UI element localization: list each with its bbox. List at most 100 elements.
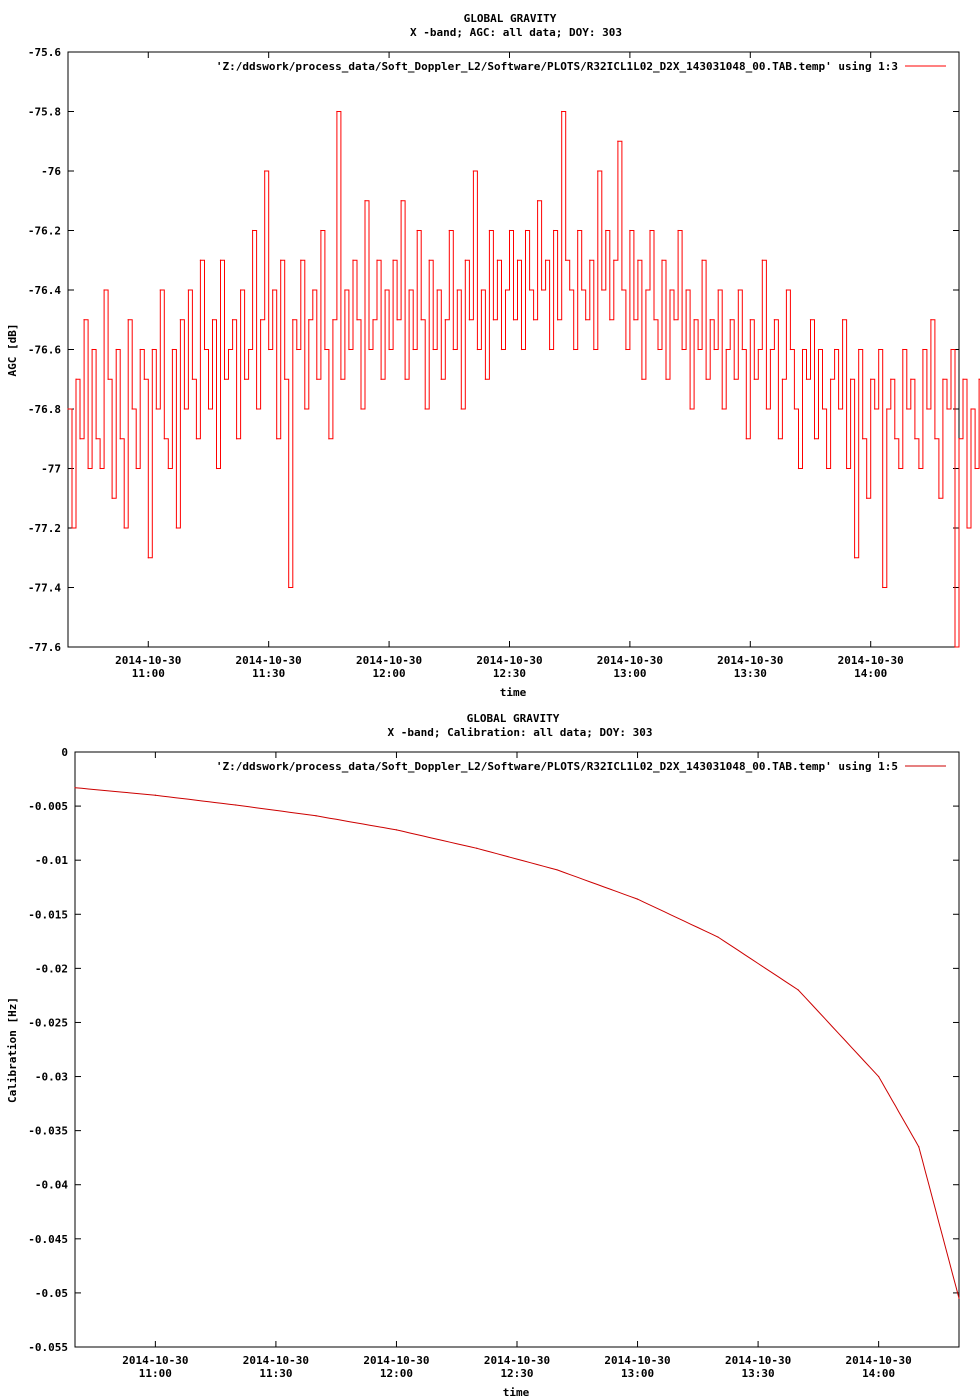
data-point [958,438,960,440]
y-tick-label: -0.025 [28,1016,68,1029]
data-point [902,348,904,351]
data-point [248,348,250,351]
data-point [717,936,719,938]
data-point [785,289,788,291]
data-point [336,110,338,113]
data-point [368,348,370,351]
data-point [135,467,137,470]
data-point [725,348,727,351]
data-point [605,229,607,232]
data-point [637,259,639,261]
data-point [858,348,860,351]
data-point [151,348,153,351]
data-point [235,804,237,806]
data-point [380,378,382,380]
data-point [669,289,671,291]
data-point [187,289,190,291]
data-point [585,319,587,321]
data-point [304,408,306,410]
data-point [440,378,442,380]
data-point [532,319,535,321]
data-point [898,467,900,470]
data-point [938,497,940,499]
data-point [195,438,198,440]
data-point [344,289,346,291]
data-point [74,787,76,789]
y-tick-label: -0.02 [35,962,68,975]
data-point [191,378,194,380]
data-point [227,348,230,351]
data-point [520,348,523,351]
agc-chart-title: GLOBAL GRAVITY [464,12,557,25]
y-tick-label: -0.03 [35,1071,68,1084]
data-point [617,140,619,142]
data-point [231,319,234,321]
data-point [488,229,491,232]
x-tick-label-date: 2014-10-30 [484,1354,550,1367]
data-point [300,259,302,261]
x-tick-label-date: 2014-10-30 [122,1354,188,1367]
data-point [320,229,322,232]
data-point [569,289,571,291]
data-point [613,259,615,261]
data-point [468,319,470,321]
data-point [765,408,767,410]
data-point [143,378,145,380]
agc-legend-label: 'Z:/ddswork/process_data/Soft_Doppler_L2… [216,60,898,73]
data-point [918,467,920,470]
x-tick-label-time: 14:00 [862,1367,895,1380]
data-point [629,229,631,232]
data-point [906,408,908,410]
data-point [472,170,474,172]
data-point [962,378,964,380]
data-point [163,438,165,440]
x-tick-label-time: 13:00 [621,1367,654,1380]
data-point [91,348,93,351]
data-point [809,319,812,321]
data-point [958,1297,960,1299]
data-point [79,438,81,440]
y-tick-label: -0.01 [35,854,68,867]
data-point [653,319,655,321]
data-point [597,170,599,172]
data-point [757,348,759,351]
data-point [328,438,330,440]
calibration-chart: GLOBAL GRAVITY X -band; Calibration: all… [6,712,960,1399]
x-tick-label-time: 12:00 [373,667,406,680]
data-point [681,348,683,351]
data-point [276,438,278,440]
data-point [954,646,956,648]
data-point [87,467,89,470]
data-point [705,378,707,380]
x-tick-label-time: 14:00 [854,667,887,680]
data-point [103,289,105,291]
agc-y-axis: -75.6 -75.8 -76 -76.2 -76.4 -76.6 -76.8 -77 -77.… [28,46,959,654]
data-point [448,229,450,232]
data-point [376,259,378,261]
data-point [805,378,808,380]
x-tick-label-time: 13:30 [734,667,767,680]
data-point [252,229,254,232]
calibration-x-axis: 2014-10-3011:002014-10-3011:302014-10-30… [122,752,912,1380]
x-tick-label-time: 12:00 [380,1367,413,1380]
data-point [882,586,884,589]
x-tick-label-time: 12:30 [493,667,526,680]
data-point [400,200,402,202]
agc-chart: GLOBAL GRAVITY X -band; AGC: all data; D… [6,12,980,699]
data-point [701,259,703,261]
data-point [432,348,434,351]
agc-series-line [68,111,980,648]
data-point [364,200,366,202]
data-point [557,319,559,321]
data-point [769,348,771,351]
data-point [549,348,551,351]
data-point [260,319,262,321]
y-tick-label: -76.6 [28,344,61,357]
data-point [115,348,117,351]
data-point [721,408,723,410]
data-point [753,378,755,380]
data-point [512,319,515,321]
calibration-y-axis-label: Calibration [Hz] [6,997,19,1103]
data-point [918,1146,920,1148]
data-point [625,348,627,351]
